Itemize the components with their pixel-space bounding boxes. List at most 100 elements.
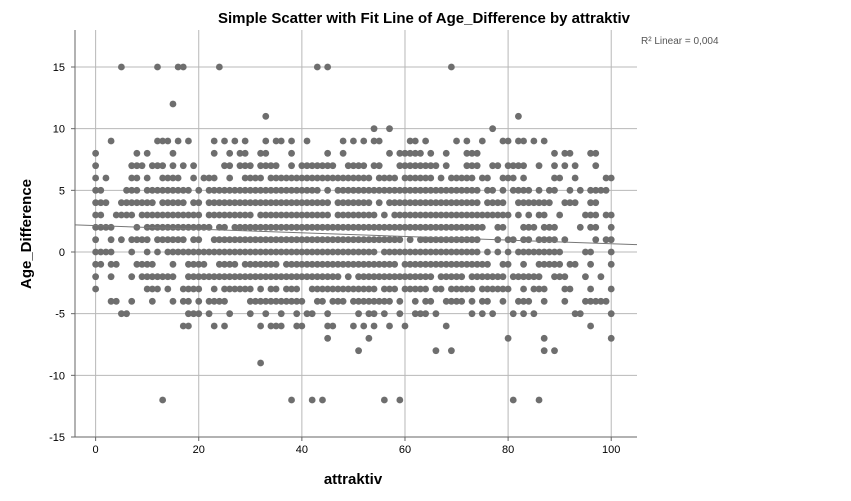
data-point (535, 396, 543, 404)
data-point (386, 248, 393, 256)
data-point (380, 223, 388, 231)
data-point (288, 174, 295, 182)
data-point (339, 211, 347, 219)
data-point (329, 248, 337, 256)
data-point (179, 236, 187, 244)
data-point (401, 162, 409, 170)
data-point (241, 149, 249, 157)
data-point (386, 223, 393, 231)
data-point (92, 211, 100, 219)
data-point (386, 273, 393, 281)
data-point (319, 260, 326, 268)
data-point (313, 211, 321, 219)
data-point (215, 236, 223, 244)
data-point (231, 248, 239, 256)
data-point (334, 186, 342, 194)
data-point (432, 310, 440, 318)
data-point (277, 174, 285, 182)
data-point (406, 199, 414, 207)
data-point (504, 260, 512, 268)
data-point (128, 273, 136, 281)
data-point (391, 285, 399, 293)
data-point (489, 162, 497, 170)
data-point (133, 174, 141, 182)
data-point (221, 273, 228, 281)
data-point (437, 174, 445, 182)
data-point (540, 285, 548, 293)
data-point (592, 297, 600, 305)
data-point (582, 211, 589, 219)
data-point (195, 285, 203, 293)
data-point (380, 285, 388, 293)
data-point (406, 236, 414, 244)
data-point (123, 199, 130, 207)
data-point (221, 186, 228, 194)
data-point (602, 211, 610, 219)
data-point (246, 223, 254, 231)
data-point (494, 162, 502, 170)
data-point (350, 297, 357, 305)
data-point (607, 248, 615, 256)
data-point (257, 199, 265, 207)
data-point (308, 236, 316, 244)
data-point (386, 285, 393, 293)
data-point (138, 273, 146, 281)
y-tick-label: 0 (59, 247, 65, 259)
data-point (236, 285, 244, 293)
data-point (463, 236, 471, 244)
data-point (298, 186, 306, 194)
data-point (380, 211, 388, 219)
data-point (468, 199, 476, 207)
data-point (447, 347, 455, 355)
data-point (463, 199, 471, 207)
data-point (313, 273, 321, 281)
data-point (262, 273, 270, 281)
data-point (520, 236, 527, 244)
data-point (391, 248, 399, 256)
data-point (288, 236, 295, 244)
data-point (267, 162, 275, 170)
data-point (257, 248, 265, 256)
data-point (427, 236, 435, 244)
data-point (288, 211, 295, 219)
data-point (298, 260, 306, 268)
data-point (221, 285, 228, 293)
data-point (272, 162, 280, 170)
data-point (200, 248, 208, 256)
data-point (164, 285, 172, 293)
data-point (484, 260, 491, 268)
data-point (484, 297, 491, 305)
data-point (267, 273, 275, 281)
data-point (525, 223, 533, 231)
data-point (231, 236, 239, 244)
data-point (272, 174, 280, 182)
data-point (241, 248, 249, 256)
data-point (411, 273, 419, 281)
data-point (478, 297, 486, 305)
data-point (504, 334, 512, 342)
data-point (293, 273, 301, 281)
data-point (396, 236, 404, 244)
data-point (148, 297, 156, 305)
data-point (417, 223, 424, 231)
data-point (226, 174, 234, 182)
y-axis-label: Age_Difference (18, 179, 35, 289)
data-point (592, 236, 600, 244)
data-point (463, 137, 471, 145)
data-point (515, 199, 522, 207)
data-point (401, 223, 409, 231)
data-point (556, 273, 564, 281)
data-point (154, 236, 161, 244)
data-point (355, 162, 362, 170)
data-point (231, 285, 239, 293)
data-point (339, 260, 347, 268)
data-point (329, 297, 337, 305)
data-point (417, 310, 424, 318)
data-point (169, 297, 177, 305)
data-point (319, 248, 326, 256)
data-point (324, 310, 332, 318)
data-point (210, 248, 218, 256)
data-point (226, 162, 234, 170)
data-point (453, 211, 460, 219)
data-point (339, 248, 347, 256)
